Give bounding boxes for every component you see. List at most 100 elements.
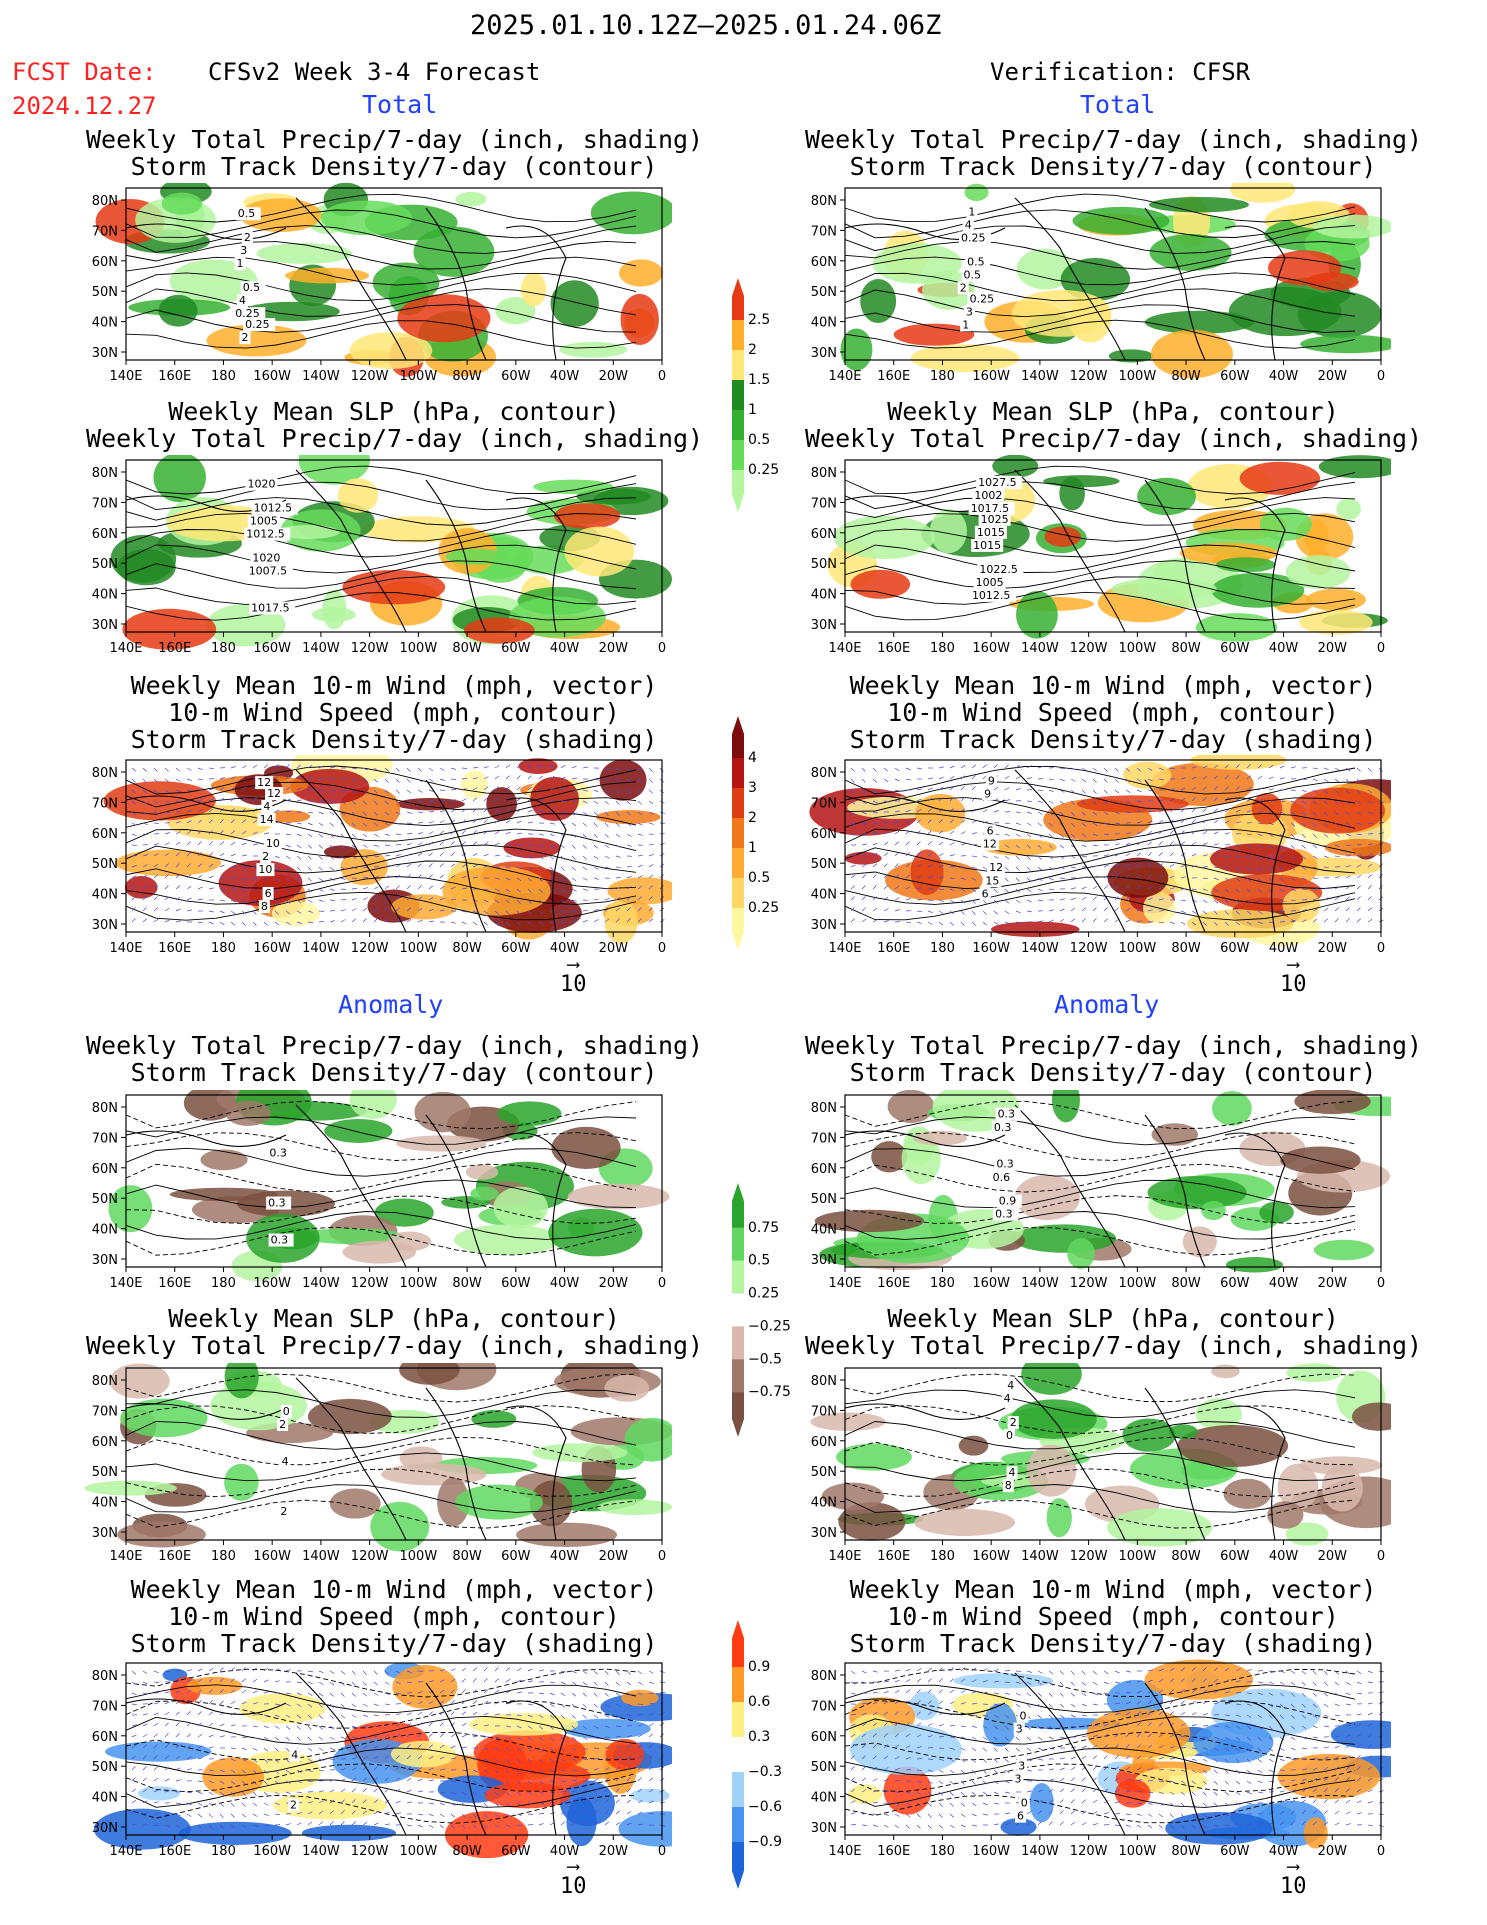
- p12-wind-vector: [1224, 1679, 1230, 1683]
- p12-wind-vector: [1257, 1812, 1263, 1815]
- p4-contour-label: 2: [960, 281, 967, 294]
- p11-contour: [125, 1794, 637, 1824]
- p11-wind-vector: [637, 1714, 644, 1716]
- p5-lon-label: 120W: [1070, 641, 1108, 656]
- p3-wind-vector: [406, 843, 412, 846]
- p12-wind-vector: [1070, 1703, 1076, 1708]
- p12-wind-vector: [1059, 1799, 1064, 1804]
- p12-wind-vector: [1158, 1802, 1164, 1806]
- p3-wind-vector: [285, 775, 291, 780]
- p6-shade-region: [990, 921, 1080, 937]
- p3-wind-vector: [142, 874, 148, 879]
- p11-wind-vector: [307, 1821, 313, 1826]
- p12-wind-vector: [1257, 1758, 1263, 1763]
- p6-wind-vector: [1279, 765, 1285, 769]
- p11-title-line: 10-m Wind Speed (mph, contour): [168, 1602, 620, 1631]
- p12-wind-vector: [872, 1744, 877, 1749]
- p3-contour-label: 12: [267, 787, 281, 800]
- p6-wind-vector: [938, 786, 944, 791]
- p12-shade-region: [1193, 1721, 1274, 1764]
- p3-wind-vector: [494, 765, 500, 769]
- p11-wind-vector: [417, 1670, 424, 1673]
- colorbar-precip_anom-label: 0.25: [748, 1286, 779, 1302]
- p4-frame: [844, 187, 1382, 361]
- p6-contour-label: 9: [988, 774, 995, 787]
- p11-wind-vector: [417, 1790, 423, 1793]
- p11-wind-vector: [637, 1744, 643, 1749]
- p11-wind-vector: [648, 1777, 654, 1782]
- p11-wind-vector: [527, 1747, 532, 1752]
- p12-shade-region: [1277, 1753, 1381, 1800]
- p5-lon-label: 140E: [828, 641, 861, 656]
- p3-wind-vector: [307, 788, 313, 791]
- p4-contour-label: 1: [968, 205, 975, 218]
- p6-wind-vector: [1059, 908, 1065, 912]
- p6-wind-vector: [916, 767, 922, 770]
- p3-wind-vector: [516, 786, 521, 791]
- p3-wind-vector: [604, 833, 609, 838]
- p6-wind-vector: [971, 855, 978, 858]
- p10-contour-label: 2: [1010, 1416, 1017, 1429]
- p3-wind-vector: [582, 766, 588, 769]
- p6-wind-vector: [1345, 767, 1351, 772]
- p11-wind-vector: [329, 1736, 335, 1740]
- p3-wind-vector: [307, 844, 313, 849]
- p6-contour-label: 12: [989, 861, 1003, 874]
- p11-wind-vector: [406, 1712, 412, 1716]
- p11-wind-vector: [428, 1733, 433, 1738]
- p6-wind-vector: [872, 919, 878, 923]
- p12-wind-vector: [1279, 1810, 1285, 1815]
- p11-wind-vector: [494, 1813, 500, 1818]
- p11-wind-vector: [549, 1692, 555, 1696]
- p6-wind-vector: [1015, 855, 1020, 860]
- p12-wind-vector: [1367, 1733, 1372, 1738]
- p3-wind-vector: [285, 877, 290, 882]
- p6-wind-vector: [1213, 775, 1218, 780]
- p11-shade-region: [105, 1741, 212, 1762]
- p11-wind-vector: [395, 1788, 401, 1793]
- p3-contour-label: 10: [258, 863, 272, 876]
- p6-wind-vector: [1125, 874, 1130, 879]
- p8-title-line: Weekly Total Precip/7-day (inch, shading…: [805, 1031, 1423, 1060]
- p3-wind-vector: [208, 921, 214, 925]
- p6-wind-vector: [1004, 910, 1010, 914]
- p11-wind-vector: [428, 1755, 434, 1760]
- p12-wind-vector: [1037, 1810, 1043, 1815]
- p11-shade-region: [272, 1791, 387, 1820]
- p12-wind-vector: [1048, 1810, 1053, 1815]
- p6-wind-vector: [1147, 810, 1153, 813]
- p6-wind-vector: [1147, 852, 1152, 857]
- p11-wind-vector: [560, 1821, 566, 1826]
- p3-wind-vector: [450, 886, 456, 890]
- p3-wind-vector: [505, 764, 511, 769]
- p12-wind-vector: [861, 1766, 866, 1771]
- p12-wind-vector: [1213, 1667, 1218, 1672]
- p12-wind-vector: [1345, 1788, 1350, 1793]
- p12-wind-vector: [960, 1736, 966, 1739]
- p3-wind-vector: [219, 876, 225, 879]
- p6-wind-vector: [1235, 866, 1241, 870]
- p6-wind-vector: [861, 896, 866, 901]
- p6-wind-vector: [1136, 800, 1142, 803]
- p6-wind-vector: [1191, 830, 1196, 835]
- p3-wind-vector: [197, 921, 203, 924]
- p6-wind-vector: [1158, 874, 1164, 879]
- p11-wind-vector: [384, 1703, 391, 1706]
- p6-wind-vector: [1092, 885, 1098, 890]
- p12-wind-vector: [1356, 1670, 1362, 1674]
- p3-wind-vector: [637, 854, 643, 857]
- p3-wind-vector: [472, 864, 478, 868]
- p3-wind-vector: [175, 831, 181, 835]
- p12-wind-vector: [894, 1756, 900, 1760]
- p12-wind-vector: [1334, 1692, 1340, 1696]
- p6-wind-vector: [960, 831, 966, 835]
- p3-wind-vector: [582, 800, 588, 804]
- p5-shade-region: [1211, 572, 1305, 608]
- p11-wind-vector: [527, 1813, 534, 1815]
- p5-contour: [844, 512, 1356, 542]
- p11-wind-vector: [505, 1678, 511, 1683]
- p6-shade-region: [910, 849, 944, 896]
- p11-lon-label: 140W: [302, 1844, 340, 1859]
- p7-lon-label: 120W: [351, 1276, 389, 1291]
- p11-wind-vector: [164, 1744, 169, 1749]
